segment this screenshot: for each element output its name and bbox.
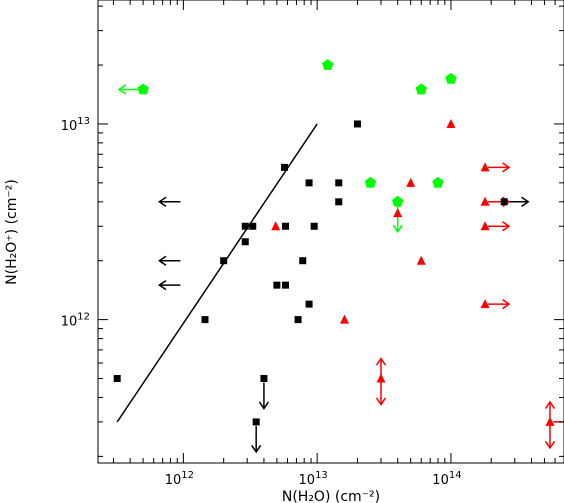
limit-arrow-head bbox=[258, 401, 270, 410]
data-point-triangle bbox=[339, 314, 349, 324]
data-point-triangle bbox=[393, 208, 403, 218]
data-point-square bbox=[249, 222, 257, 230]
limit-arrow-head bbox=[117, 84, 127, 95]
limit-arrow-head bbox=[544, 400, 556, 409]
limit-arrow-head bbox=[158, 196, 167, 207]
limit-arrow-head bbox=[521, 196, 530, 207]
data-point-triangle bbox=[376, 373, 386, 383]
data-point-square bbox=[281, 163, 289, 171]
data-point-triangle bbox=[480, 221, 490, 231]
limit-arrow-head bbox=[251, 444, 262, 454]
data-point-pentagon bbox=[137, 83, 149, 95]
plot-frame bbox=[97, 0, 564, 464]
data-point-triangle bbox=[480, 196, 490, 206]
data-point-triangle bbox=[545, 416, 555, 426]
ticks-layer: 1012 1013 1014 1012 1013 bbox=[61, 0, 564, 488]
limit-arrow-head bbox=[502, 298, 511, 310]
limit-arrow-head bbox=[158, 280, 167, 291]
data-point-square bbox=[500, 198, 508, 206]
data-point-square bbox=[220, 257, 228, 265]
data-point-triangle bbox=[416, 255, 426, 265]
data-point-square bbox=[335, 198, 343, 206]
x-tick-label: 1013 bbox=[299, 470, 328, 488]
limit-arrow-head bbox=[502, 162, 511, 173]
fit-line bbox=[116, 123, 318, 423]
data-point-square bbox=[113, 375, 121, 383]
data-point-square bbox=[252, 418, 260, 426]
data-point-pentagon bbox=[392, 195, 404, 207]
x-axis-title: N(H₂O) (cm⁻²) bbox=[282, 489, 380, 503]
limit-arrow-head bbox=[502, 221, 511, 232]
data-point-triangle bbox=[480, 162, 490, 172]
data-point-square bbox=[241, 238, 249, 246]
data-point-square bbox=[299, 257, 307, 265]
data-point-triangle bbox=[446, 118, 456, 128]
data-point-square bbox=[310, 222, 318, 230]
data-point-square bbox=[294, 316, 302, 324]
data-point-square bbox=[201, 316, 209, 324]
data-point-square bbox=[241, 222, 249, 230]
y-tick-label: 1012 bbox=[61, 312, 90, 330]
x-tick-label: 1012 bbox=[165, 470, 194, 488]
data-point-triangle bbox=[406, 177, 416, 187]
limit-arrow-head bbox=[158, 255, 167, 266]
data-point-pentagon bbox=[364, 176, 377, 188]
limit-arrow-head bbox=[544, 440, 556, 450]
data-point-pentagon bbox=[415, 83, 427, 95]
x-tick-label: 1014 bbox=[432, 470, 461, 488]
data-point-pentagon bbox=[445, 72, 457, 84]
data-point-square bbox=[273, 281, 281, 289]
data-point-triangle bbox=[480, 299, 490, 309]
data-point-square bbox=[335, 179, 343, 187]
data-point-square bbox=[353, 120, 361, 128]
data-point-square bbox=[305, 179, 313, 187]
arrows-layer bbox=[117, 84, 564, 454]
limit-arrow-head bbox=[375, 397, 387, 406]
y-axis-title: N(H₂O⁺) (cm⁻²) bbox=[4, 179, 20, 285]
data-point-square bbox=[282, 222, 290, 230]
data-point-square bbox=[282, 281, 290, 289]
fit-line-layer bbox=[116, 123, 318, 423]
data-point-pentagon bbox=[322, 59, 334, 70]
data-point-square bbox=[260, 375, 268, 383]
limit-arrow-head bbox=[392, 224, 403, 234]
limit-arrow-head bbox=[375, 357, 387, 366]
data-point-pentagon bbox=[432, 176, 444, 188]
data-point-square bbox=[305, 300, 313, 308]
points-layer bbox=[113, 59, 555, 426]
data-point-triangle bbox=[271, 221, 281, 231]
y-tick-label: 1013 bbox=[61, 116, 90, 134]
